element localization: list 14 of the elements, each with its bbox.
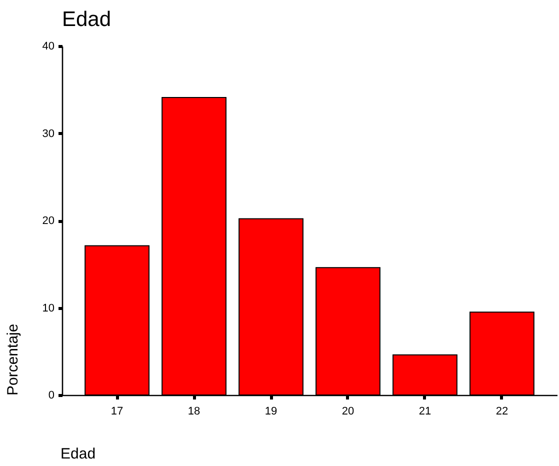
x-tick-label: 17: [110, 406, 124, 418]
x-tick-label: 22: [496, 406, 508, 418]
x-tick-label: 19: [264, 406, 278, 418]
x-tick-label: 18: [188, 406, 200, 418]
chart-title: Edad: [62, 8, 112, 31]
x-tick-label: 21: [418, 406, 432, 418]
x-tick-label: 20: [342, 406, 354, 418]
x-axis-title: Edad: [60, 446, 96, 462]
y-tick-label: 10: [42, 302, 54, 314]
y-axis-title: Porcentaje: [4, 324, 22, 396]
y-tick-label: 0: [48, 390, 54, 402]
y-tick-label: 20: [42, 215, 54, 227]
y-tick-label: 30: [42, 128, 54, 140]
y-tick-label: 40: [42, 40, 54, 52]
